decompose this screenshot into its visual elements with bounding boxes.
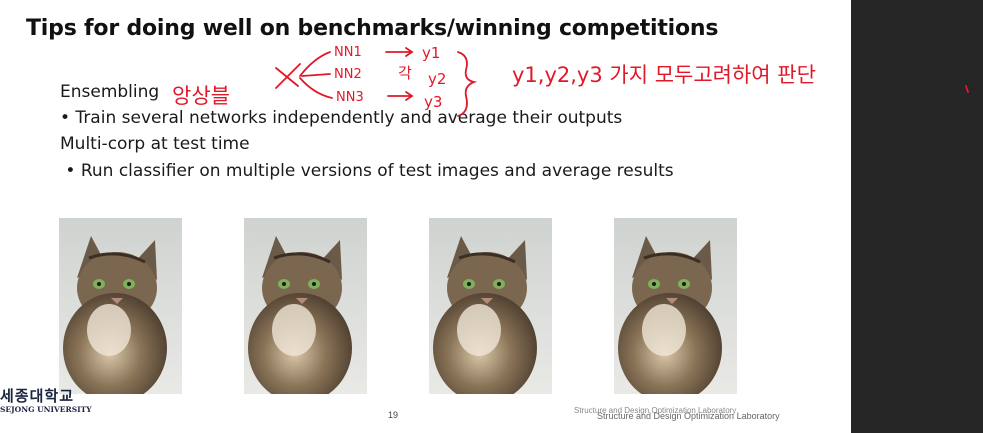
ensembling-bullet: • Train several networks independently a… (60, 108, 623, 128)
cat-photo-3 (429, 218, 552, 394)
cat-photo-1 (59, 218, 182, 394)
logo-korean-text: 세종대학교 (0, 387, 75, 405)
slide-title: Tips for doing well on benchmarks/winnin… (26, 16, 719, 41)
footer-lab-faded: Structure and Design Optimization Labora… (574, 406, 737, 415)
multicrop-heading: Multi-corp at test time (60, 134, 250, 154)
side-panel (851, 0, 983, 433)
multicrop-bullet: • Run classifier on multiple versions of… (60, 161, 674, 181)
cat-photo-2 (244, 218, 367, 394)
footer-lab: Structure and Design Optimization Labora… (597, 411, 780, 421)
ensembling-heading: Ensembling (60, 82, 160, 102)
page-number: 19 (388, 410, 399, 420)
slide: Tips for doing well on benchmarks/winnin… (0, 16, 780, 421)
logo-english-text: SEJONG UNIVERSITY (0, 405, 92, 414)
university-logo: 세종대학교 SEJONG UNIVERSITY (0, 388, 92, 415)
cat-photo-4 (614, 218, 737, 394)
